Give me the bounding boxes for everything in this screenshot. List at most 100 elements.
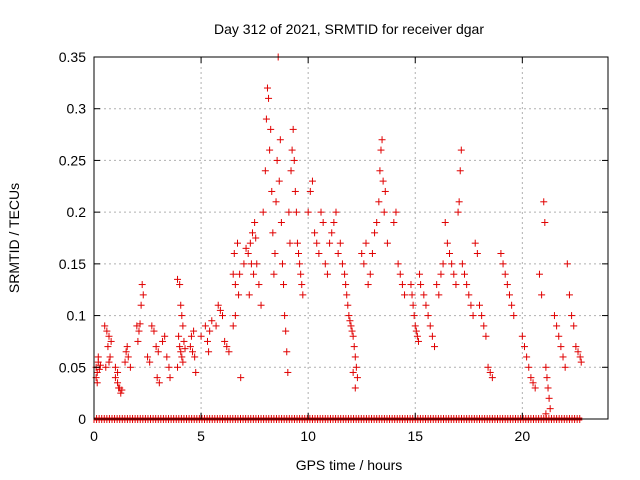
data-point [187,332,195,340]
data-point [231,312,239,320]
data-point [341,270,349,278]
data-point [313,239,321,247]
data-point [244,250,252,258]
data-point [214,301,222,309]
data-point [412,327,420,335]
data-point [543,374,551,382]
data-point [135,327,143,335]
data-point [351,353,359,361]
data-point [469,312,477,320]
data-point [323,270,331,278]
data-point [287,167,295,175]
data-point [197,332,205,340]
data-point [262,115,270,123]
data-point [259,208,267,216]
data-point [148,322,156,330]
data-point [431,343,439,351]
data-point [275,177,283,185]
data-point [463,281,471,289]
data-point [390,218,398,226]
y-tick-label: 0.15 [59,256,86,272]
y-axis-label: SRMTID / TECUs [6,183,22,293]
data-point [163,353,171,361]
data-point [150,327,158,335]
data-point [235,291,243,299]
y-tick-label: 0.25 [59,152,86,168]
data-point [362,239,370,247]
data-point [525,363,533,371]
data-point [146,358,154,366]
data-point [225,348,233,356]
data-point [476,301,483,309]
data-point [572,343,580,351]
chart-title: Day 312 of 2021, SRMTID for receiver dga… [214,21,484,37]
data-point [280,281,288,289]
data-point [178,353,186,361]
data-point [107,337,115,345]
data-point [270,270,278,278]
data-point [416,270,424,278]
data-point [306,187,314,195]
data-point [471,239,479,247]
data-point [488,374,496,382]
data-point [221,337,229,345]
data-point [121,358,129,366]
data-point [366,270,374,278]
data-point [101,322,109,330]
y-tick-label: 0 [78,411,86,427]
x-tick-label: 10 [300,428,316,444]
data-point [144,353,152,361]
y-tick-label: 0.35 [59,49,86,65]
data-point [461,270,469,278]
data-point [375,198,383,206]
data-point [299,291,307,299]
data-point [446,250,454,258]
data-point [439,260,447,268]
data-point [153,374,161,382]
data-point [414,337,422,345]
data-point [364,281,372,289]
data-point [152,343,160,351]
data-point [379,177,387,185]
data-point [276,136,284,144]
data-point [281,312,289,320]
data-point [251,218,259,226]
data-point [443,239,451,247]
data-point [219,312,226,320]
x-axis-label: GPS time / hours [296,457,403,473]
data-point [330,218,338,226]
data-point [544,384,552,392]
data-point [508,301,516,309]
data-point [242,244,250,252]
data-point [253,260,261,268]
data-point [103,327,111,335]
data-point [263,84,271,92]
data-point [435,291,443,299]
x-tick-label: 15 [407,428,423,444]
x-tick-label: 20 [515,428,531,444]
data-point [538,291,546,299]
data-point [482,332,490,340]
data-point [236,270,244,278]
data-point [261,167,269,175]
data-point [136,320,144,328]
data-point [181,345,189,353]
data-point [555,332,563,340]
data-point [285,208,293,216]
data-point [433,281,441,289]
data-point [165,363,173,371]
data-point [344,301,352,309]
data-point [192,368,200,376]
data-point [452,281,460,289]
data-point [137,301,145,309]
data-point [191,353,199,361]
data-point [180,337,188,345]
data-point [267,125,275,133]
data-point [563,260,571,268]
data-point [93,379,101,387]
data-point [138,281,146,289]
data-point [105,358,113,366]
data-point [189,348,197,356]
data-point [542,410,550,418]
